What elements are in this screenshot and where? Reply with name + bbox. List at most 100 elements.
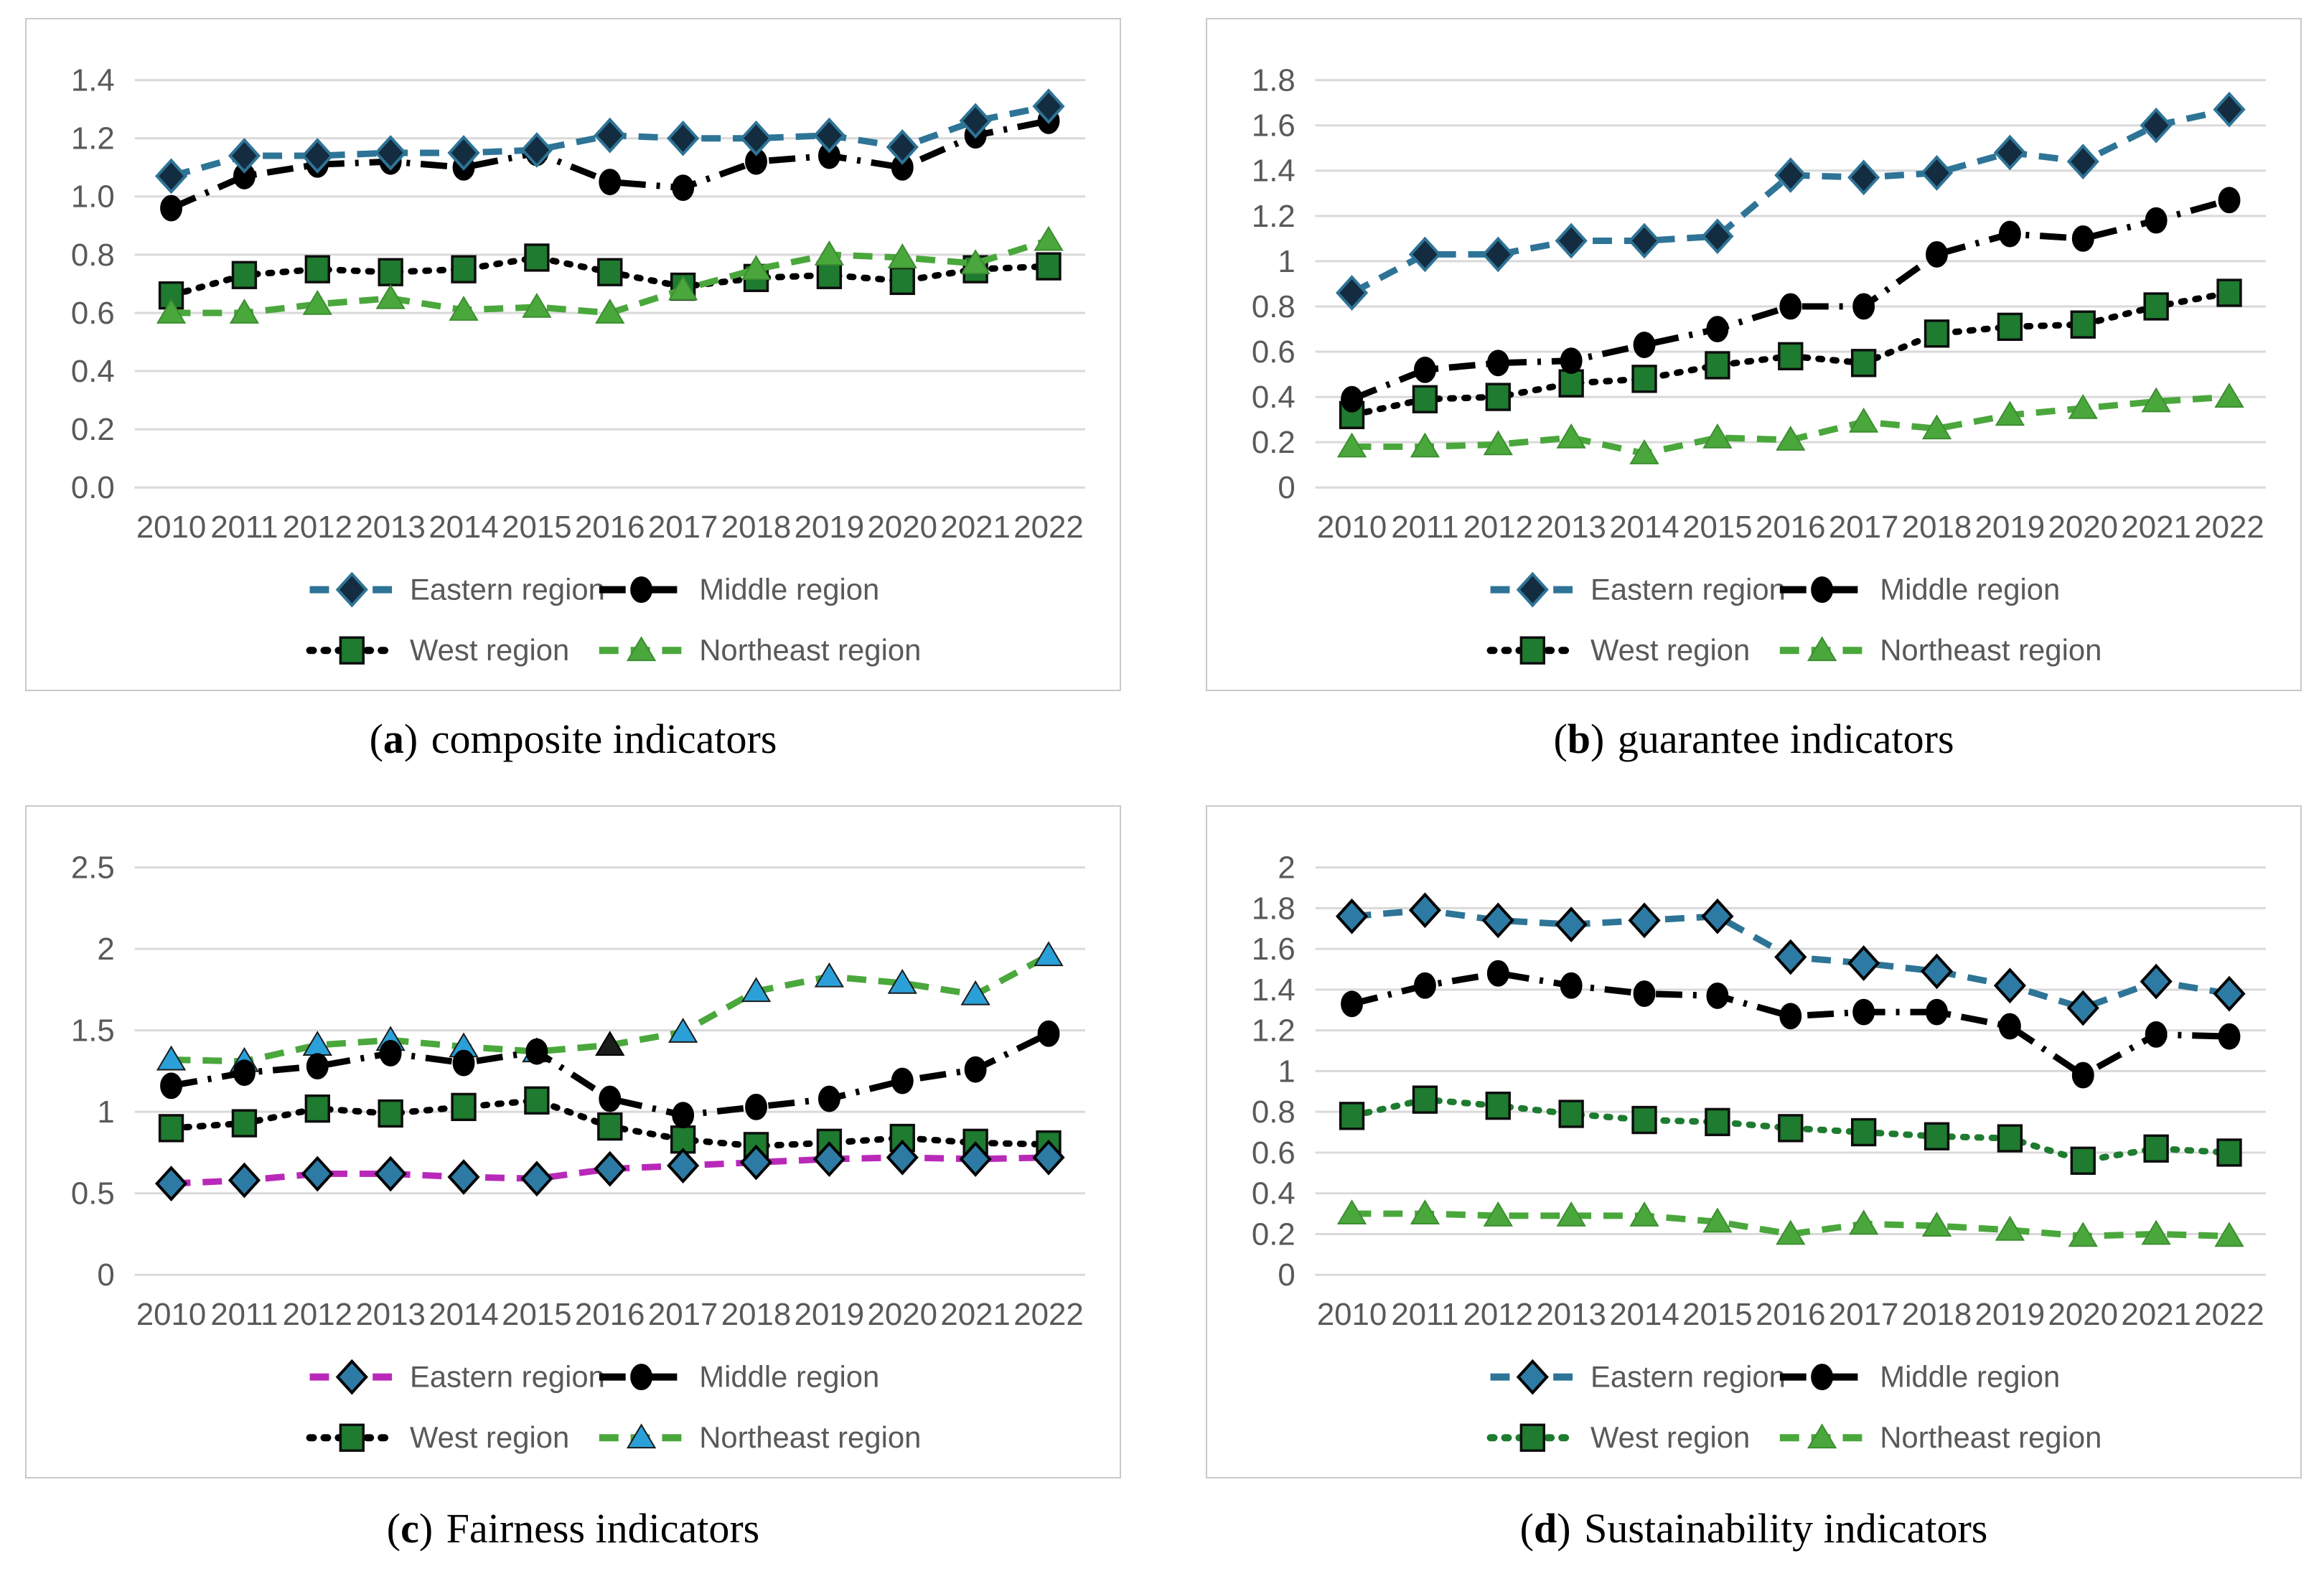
legend-marker-diamond-icon [335, 1359, 368, 1395]
y-tick-label: 1.4 [71, 63, 115, 98]
y-tick-label: 1.2 [1252, 199, 1295, 234]
caption-d-paren-close: ) [1557, 1505, 1571, 1552]
x-tick-label: 2018 [721, 1297, 791, 1332]
series-marker-eastern-region [1628, 902, 1661, 939]
x-tick-label: 2022 [2194, 1297, 2264, 1332]
series-marker-west-region [1485, 383, 1511, 411]
x-tick-label: 2017 [648, 1297, 718, 1332]
series-marker-west-region [2070, 1146, 2096, 1175]
caption-c-letter: c [400, 1505, 419, 1552]
series-marker-middle-region [306, 1053, 329, 1080]
legend-label: West region [410, 1420, 569, 1454]
series-marker-northeast-region [1483, 430, 1513, 456]
series-marker-eastern-region [594, 117, 627, 154]
series-marker-middle-region [672, 174, 695, 202]
series-marker-eastern-region [154, 158, 188, 194]
legend-marker-triangle-icon [626, 1423, 657, 1449]
series-marker-west-region [2143, 292, 2169, 321]
series-marker-eastern-region [812, 117, 845, 154]
series-marker-middle-region [2218, 187, 2241, 214]
series-marker-west-region [1339, 1102, 1365, 1130]
x-tick-label: 2020 [2048, 1297, 2118, 1332]
series-marker-northeast-region [741, 977, 772, 1003]
series-marker-northeast-region [1629, 439, 1659, 464]
caption-b-paren-close: ) [1590, 716, 1605, 762]
series-marker-middle-region [1633, 980, 1656, 1008]
series-marker-northeast-region [814, 240, 845, 266]
series-marker-west-region [1485, 1091, 1511, 1120]
series-marker-eastern-region [2066, 144, 2099, 180]
series-marker-eastern-region [1335, 898, 1369, 934]
x-tick-label: 2022 [1013, 1297, 1083, 1332]
series-marker-eastern-region [1408, 892, 1442, 929]
y-tick-label: 0.4 [71, 354, 115, 389]
x-tick-label: 2015 [1682, 1297, 1752, 1332]
legend-marker-triangle-icon [1807, 636, 1837, 662]
x-tick-label: 2021 [2121, 1297, 2191, 1332]
series-marker-eastern-region [1774, 157, 1807, 193]
legend-marker-circle-icon [1811, 1364, 1834, 1391]
x-tick-label: 2014 [428, 510, 498, 545]
y-tick-label: 0.4 [1252, 1176, 1295, 1211]
series-marker-eastern-region [886, 129, 919, 165]
x-tick-label: 2010 [1317, 1297, 1387, 1332]
y-tick-label: 2 [1278, 850, 1295, 886]
series-marker-west-region [889, 266, 915, 296]
series-marker-northeast-region [1702, 1207, 1733, 1233]
caption-a-title: composite indicators [431, 716, 777, 762]
series-marker-middle-region [1779, 293, 1802, 320]
series-marker-eastern-region [739, 120, 773, 156]
series-marker-eastern-region [1555, 906, 1588, 942]
series-marker-middle-region [672, 1102, 695, 1129]
series-marker-eastern-region [2140, 107, 2173, 144]
series-marker-middle-region [1926, 241, 1948, 268]
legend-marker-diamond-icon [335, 571, 368, 608]
series-marker-eastern-region [812, 1141, 845, 1177]
series-marker-middle-region [2145, 207, 2168, 234]
series-marker-middle-region [525, 1038, 548, 1065]
series-marker-west-region [1631, 1105, 1657, 1135]
x-tick-label: 2013 [1536, 1297, 1606, 1332]
x-tick-label: 2018 [1902, 510, 1972, 545]
x-tick-label: 2015 [502, 1297, 571, 1332]
chart-panel-b: 0 0.2 0.4 0.6 0.8 1 1.2 1.4 1.6 1.8 2010 2011 2012 20… [1206, 18, 2302, 691]
series-marker-west-region [1778, 1114, 1804, 1143]
series-marker-eastern-region [1993, 134, 2026, 171]
series-marker-west-region [1412, 385, 1438, 413]
x-tick-label: 2011 [1391, 1297, 1458, 1332]
series-marker-northeast-region [595, 1031, 625, 1056]
series-marker-west-region [597, 1112, 623, 1141]
y-tick-label: 0.6 [71, 296, 115, 331]
y-tick-label: 2 [97, 932, 114, 967]
x-tick-label: 2012 [283, 1297, 352, 1332]
series-marker-eastern-region [1701, 218, 1734, 255]
legend-marker-square-icon [1519, 1423, 1545, 1452]
x-tick-label: 2012 [1463, 1297, 1533, 1332]
series-marker-eastern-region [2213, 91, 2246, 128]
series-marker-northeast-region [449, 296, 479, 321]
legend-label: Eastern region [410, 573, 605, 606]
x-tick-label: 2011 [1391, 510, 1458, 545]
series-marker-northeast-region [2141, 1219, 2171, 1245]
series-marker-eastern-region [1628, 222, 1661, 259]
series-marker-west-region [1850, 1117, 1877, 1147]
series-marker-northeast-region [156, 299, 187, 324]
series-marker-northeast-region [1921, 1211, 1952, 1237]
series-marker-middle-region [2218, 1023, 2241, 1050]
legend-label: Eastern region [410, 1360, 605, 1394]
series-marker-northeast-region [1483, 1201, 1513, 1227]
series-marker-northeast-region [1776, 1219, 1806, 1245]
series-marker-northeast-region [1776, 426, 1806, 451]
series-marker-northeast-region [1629, 1201, 1659, 1227]
x-tick-label: 2017 [648, 510, 718, 545]
y-tick-label: 1.6 [1252, 932, 1295, 967]
chart-svg-a: 0.0 0.2 0.4 0.6 0.8 1.0 1.2 1.4 2010 2011 2012 2013… [71, 63, 1085, 667]
series-marker-eastern-region [1920, 953, 1954, 990]
caption-b-paren: ( [1553, 716, 1568, 762]
series-marker-northeast-region [960, 980, 990, 1006]
caption-b-title: guarantee indicators [1617, 716, 1954, 762]
series-marker-northeast-region [2141, 387, 2171, 413]
series-marker-west-region [2216, 1138, 2242, 1167]
